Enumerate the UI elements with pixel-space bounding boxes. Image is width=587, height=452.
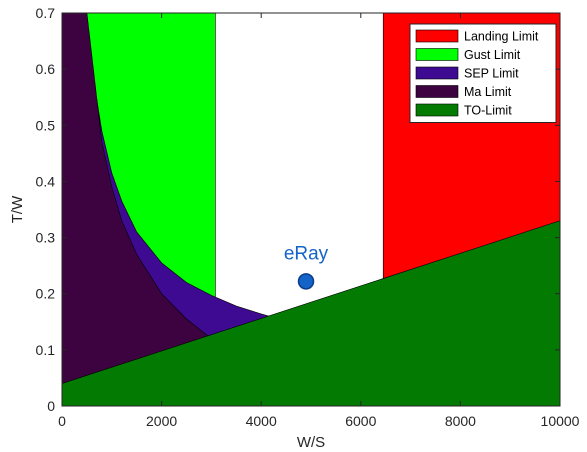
legend-entry-to-limit: TO-Limit: [464, 104, 512, 118]
axes: 0 2000 4000 6000 8000 10000 0 0.1 0.2 0.3 0.4 0.5 0.…: [9, 5, 580, 451]
eray-point: [297, 273, 315, 290]
ma-limit-area: [62, 13, 212, 406]
axes-box: [61, 12, 561, 407]
legend-entry-sep-limit: SEP Limit: [464, 67, 519, 81]
legend-entry-ma-limit: Ma Limit: [464, 85, 512, 99]
x-tick-label: 6000: [345, 413, 376, 429]
y-tick-label: 0.3: [36, 230, 56, 246]
y-tick-label: 0.4: [36, 173, 56, 189]
legend-swatch-landing-limit: [415, 29, 459, 43]
y-tick-label: 0.6: [36, 61, 56, 77]
legend-swatch-gust-limit: [415, 48, 459, 61]
y-tick-label: 0: [47, 398, 55, 414]
y-tick-label: 0.7: [36, 5, 56, 21]
y-tick-label: 0.1: [36, 342, 56, 358]
legend-swatch-ma-limit: [415, 85, 459, 98]
y-axis-label: T/W: [9, 195, 26, 223]
x-tick-label: 0: [58, 413, 66, 429]
eray-label: eRay: [284, 243, 329, 264]
legend-swatch-to-limit: [415, 103, 459, 117]
y-tick-label: 0.5: [36, 117, 56, 133]
y-tick-label: 0.2: [36, 286, 56, 302]
legend-swatch-sep-limit: [415, 66, 459, 80]
x-tick-label: 8000: [445, 413, 476, 429]
x-tick-label: 2000: [146, 413, 177, 429]
to-limit-area: [62, 220, 560, 406]
x-tick-label: 4000: [246, 413, 277, 429]
legend-entry-landing-limit: Landing Limit: [464, 30, 539, 44]
x-axis-label: W/S: [297, 434, 325, 451]
legend: Landing Limit Gust Limit SEP Limit Ma Limit…: [409, 23, 557, 123]
x-tick-label: 10000: [541, 413, 580, 429]
legend-entry-gust-limit: Gust Limit: [464, 48, 521, 62]
